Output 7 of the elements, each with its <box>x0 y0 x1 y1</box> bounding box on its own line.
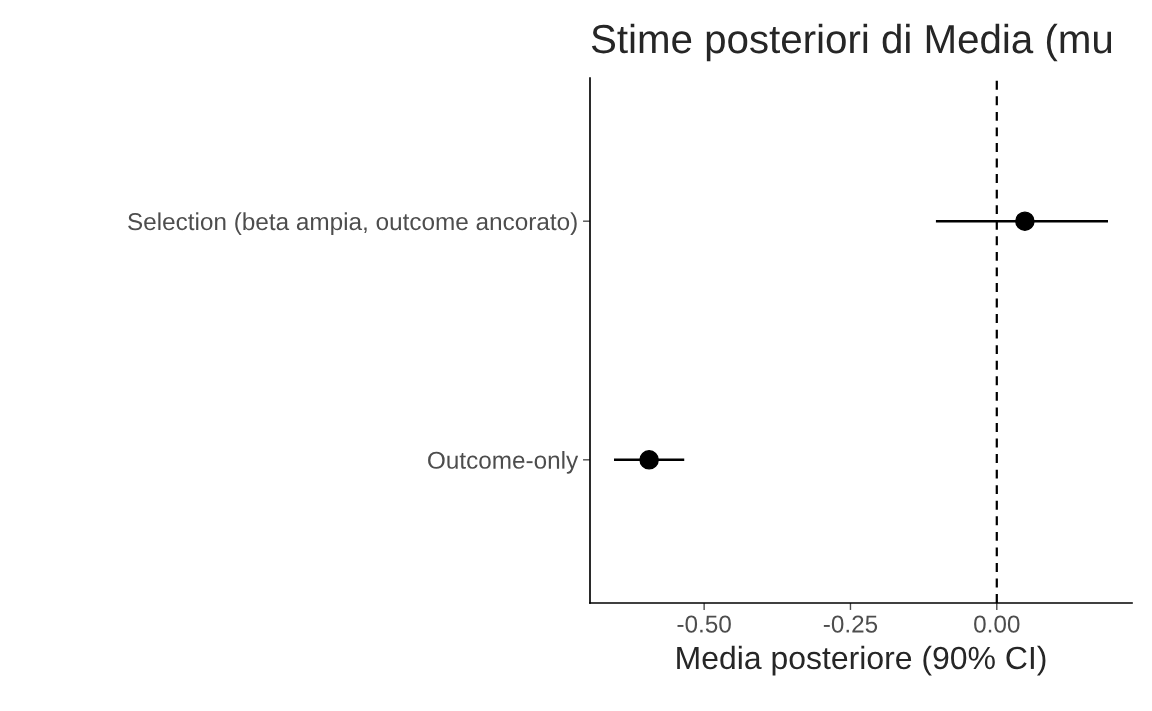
y-tick-label: Outcome-only <box>428 451 579 474</box>
x-tick-label: -0.25 <box>823 615 878 633</box>
chart-title: Stime posteriori di Media (mu <box>591 23 1112 62</box>
x-axis-title: Media posteriore (90% CI) <box>677 645 1046 676</box>
x-tick-label: -0.50 <box>677 615 731 633</box>
y-tick-label: Selection (beta ampia, outcome ancorato) <box>128 212 577 236</box>
x-tick-label: 0.00 <box>974 615 1020 633</box>
